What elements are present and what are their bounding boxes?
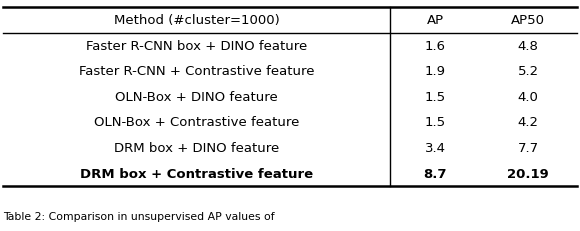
- Text: OLN-Box + DINO feature: OLN-Box + DINO feature: [115, 91, 278, 103]
- Text: 1.5: 1.5: [425, 91, 445, 103]
- Text: 5.2: 5.2: [518, 65, 539, 78]
- Text: Table 2: Comparison in unsupervised AP values of: Table 2: Comparison in unsupervised AP v…: [3, 211, 274, 221]
- Text: Method (#cluster=1000): Method (#cluster=1000): [114, 14, 280, 27]
- Text: 4.8: 4.8: [518, 40, 539, 53]
- Text: DRM box + DINO feature: DRM box + DINO feature: [114, 141, 280, 154]
- Text: 1.9: 1.9: [425, 65, 445, 78]
- Text: AP: AP: [426, 14, 444, 27]
- Text: OLN-Box + Contrastive feature: OLN-Box + Contrastive feature: [94, 116, 299, 129]
- Text: 20.19: 20.19: [508, 167, 549, 180]
- Text: Faster R-CNN box + DINO feature: Faster R-CNN box + DINO feature: [86, 40, 307, 53]
- Text: 3.4: 3.4: [425, 141, 445, 154]
- Text: 8.7: 8.7: [423, 167, 447, 180]
- Text: 4.2: 4.2: [518, 116, 539, 129]
- Text: DRM box + Contrastive feature: DRM box + Contrastive feature: [80, 167, 313, 180]
- Text: Faster R-CNN + Contrastive feature: Faster R-CNN + Contrastive feature: [79, 65, 314, 78]
- Text: AP50: AP50: [512, 14, 545, 27]
- Text: 1.5: 1.5: [425, 116, 445, 129]
- Text: 7.7: 7.7: [518, 141, 539, 154]
- Text: 1.6: 1.6: [425, 40, 445, 53]
- Text: 4.0: 4.0: [518, 91, 539, 103]
